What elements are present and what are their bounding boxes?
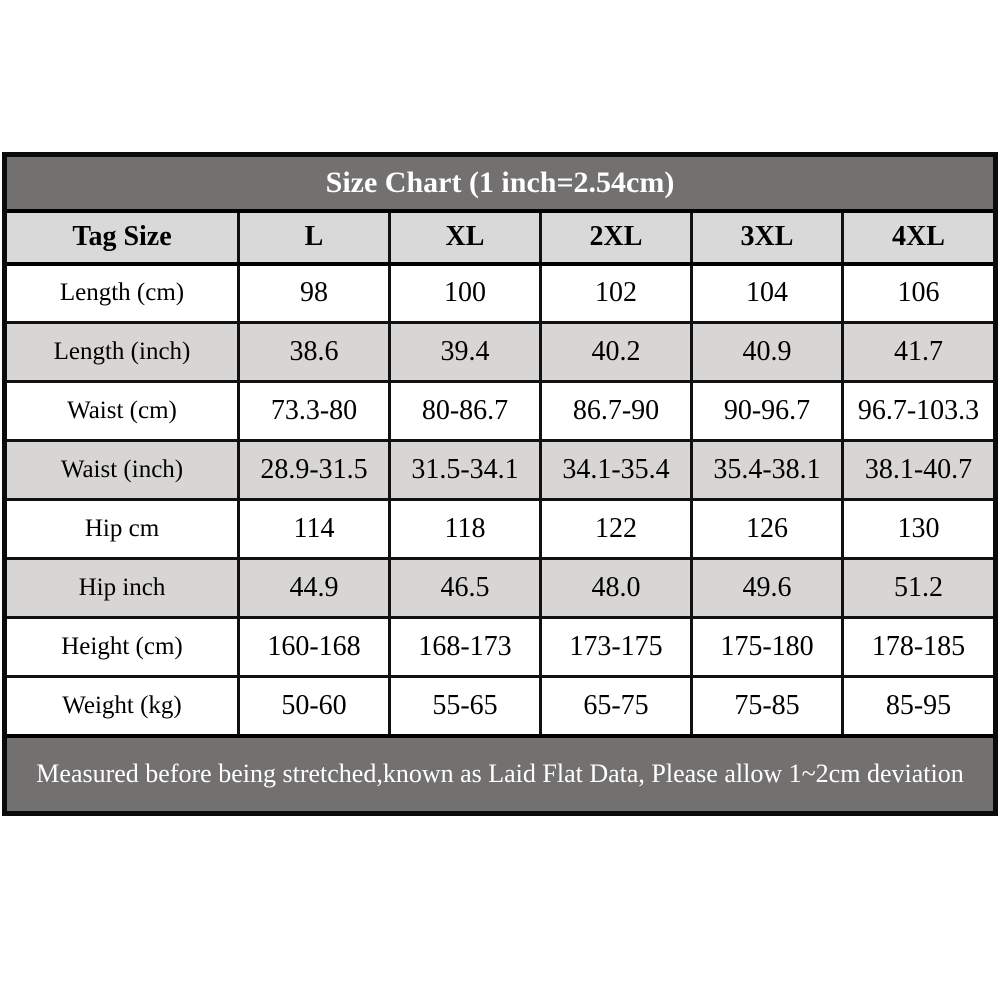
data-cell: 126: [690, 498, 844, 560]
footer-row: Measured before being stretched,known as…: [3, 733, 997, 815]
data-cell: 86.7-90: [539, 380, 693, 442]
row-label-cell: Weight (kg): [3, 675, 240, 737]
data-cell: 168-173: [388, 616, 542, 678]
title-row: Size Chart (1 inch=2.54cm): [3, 153, 997, 213]
row-label-cell: Hip inch: [3, 557, 240, 619]
data-cell: 106: [841, 262, 997, 324]
data-cell: 80-86.7: [388, 380, 542, 442]
data-cell: 175-180: [690, 616, 844, 678]
table-row-length-inch: Length (inch) 38.6 39.4 40.2 40.9 41.7: [3, 321, 997, 383]
row-label-cell: Waist (inch): [3, 439, 240, 501]
data-cell: 118: [388, 498, 542, 560]
data-cell: 38.6: [237, 321, 391, 383]
header-cell-size-xl: XL: [388, 209, 542, 266]
header-cell-size-2xl: 2XL: [539, 209, 693, 266]
data-cell: 35.4-38.1: [690, 439, 844, 501]
chart-title: Size Chart (1 inch=2.54cm): [3, 153, 997, 213]
data-cell: 34.1-35.4: [539, 439, 693, 501]
data-cell: 100: [388, 262, 542, 324]
row-label-cell: Hip cm: [3, 498, 240, 560]
data-cell: 55-65: [388, 675, 542, 737]
data-cell: 130: [841, 498, 997, 560]
table-row-waist-inch: Waist (inch) 28.9-31.5 31.5-34.1 34.1-35…: [3, 439, 997, 501]
data-cell: 49.6: [690, 557, 844, 619]
table-row-weight-kg: Weight (kg) 50-60 55-65 65-75 75-85 85-9…: [3, 675, 997, 737]
header-cell-size-4xl: 4XL: [841, 209, 997, 266]
data-cell: 51.2: [841, 557, 997, 619]
row-label-cell: Length (inch): [3, 321, 240, 383]
table-row-height-cm: Height (cm) 160-168 168-173 173-175 175-…: [3, 616, 997, 678]
data-cell: 50-60: [237, 675, 391, 737]
data-cell: 48.0: [539, 557, 693, 619]
header-cell-size-l: L: [237, 209, 391, 266]
data-cell: 41.7: [841, 321, 997, 383]
measurement-note: Measured before being stretched,known as…: [3, 733, 997, 815]
row-label-cell: Height (cm): [3, 616, 240, 678]
table-row-waist-cm: Waist (cm) 73.3-80 80-86.7 86.7-90 90-96…: [3, 380, 997, 442]
data-cell: 46.5: [388, 557, 542, 619]
size-chart-table: Size Chart (1 inch=2.54cm) Tag Size L XL…: [2, 152, 998, 816]
data-cell: 122: [539, 498, 693, 560]
data-cell: 173-175: [539, 616, 693, 678]
data-cell: 31.5-34.1: [388, 439, 542, 501]
data-cell: 102: [539, 262, 693, 324]
header-row: Tag Size L XL 2XL 3XL 4XL: [3, 209, 997, 266]
data-cell: 85-95: [841, 675, 997, 737]
data-cell: 75-85: [690, 675, 844, 737]
data-cell: 65-75: [539, 675, 693, 737]
data-cell: 44.9: [237, 557, 391, 619]
data-cell: 40.2: [539, 321, 693, 383]
data-cell: 40.9: [690, 321, 844, 383]
table-row-length-cm: Length (cm) 98 100 102 104 106: [3, 262, 997, 324]
row-label-cell: Waist (cm): [3, 380, 240, 442]
data-cell: 38.1-40.7: [841, 439, 997, 501]
data-cell: 98: [237, 262, 391, 324]
data-cell: 73.3-80: [237, 380, 391, 442]
data-cell: 178-185: [841, 616, 997, 678]
data-cell: 90-96.7: [690, 380, 844, 442]
header-cell-tag-size: Tag Size: [3, 209, 240, 266]
table-row-hip-inch: Hip inch 44.9 46.5 48.0 49.6 51.2: [3, 557, 997, 619]
data-cell: 28.9-31.5: [237, 439, 391, 501]
data-cell: 114: [237, 498, 391, 560]
data-cell: 104: [690, 262, 844, 324]
row-label-cell: Length (cm): [3, 262, 240, 324]
table-row-hip-cm: Hip cm 114 118 122 126 130: [3, 498, 997, 560]
header-cell-size-3xl: 3XL: [690, 209, 844, 266]
data-cell: 39.4: [388, 321, 542, 383]
data-cell: 160-168: [237, 616, 391, 678]
data-cell: 96.7-103.3: [841, 380, 997, 442]
